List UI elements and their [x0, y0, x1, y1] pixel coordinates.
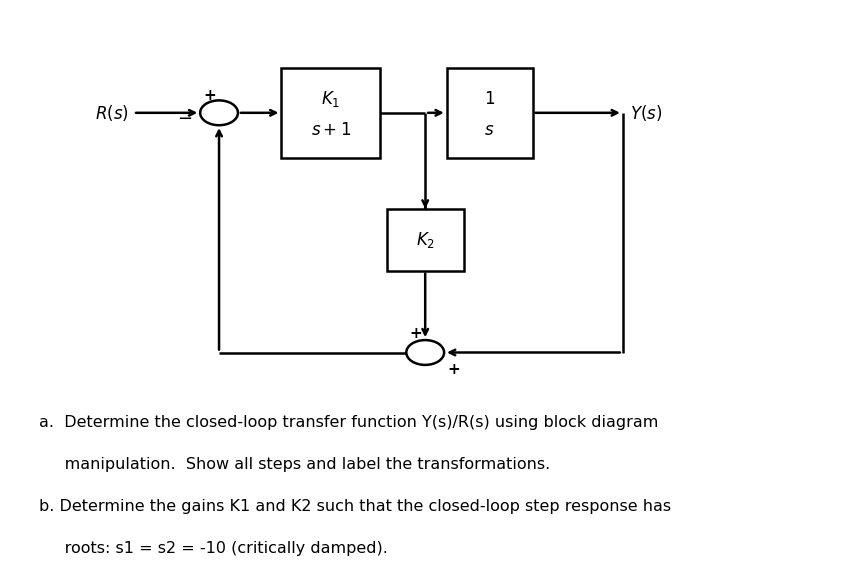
- Text: roots: s1 = s2 = -10 (critically damped).: roots: s1 = s2 = -10 (critically damped)…: [39, 541, 387, 557]
- Bar: [281, 68, 380, 158]
- Text: $s$: $s$: [484, 121, 495, 139]
- Text: $s+1$: $s+1$: [311, 121, 350, 139]
- Text: +: +: [410, 327, 422, 341]
- Text: $1$: $1$: [484, 90, 495, 108]
- Bar: [387, 209, 464, 271]
- Text: $K_1$: $K_1$: [321, 89, 340, 109]
- Bar: [447, 68, 533, 158]
- Text: b. Determine the gains K1 and K2 such that the closed-loop step response has: b. Determine the gains K1 and K2 such th…: [39, 499, 671, 514]
- Text: $R(s)$: $R(s)$: [95, 103, 129, 123]
- Text: $K_2$: $K_2$: [416, 230, 435, 250]
- Text: −: −: [178, 110, 192, 128]
- Text: $Y(s)$: $Y(s)$: [630, 103, 662, 123]
- Text: a.  Determine the closed-loop transfer function Y(s)/R(s) using block diagram: a. Determine the closed-loop transfer fu…: [39, 415, 658, 430]
- Text: manipulation.  Show all steps and label the transformations.: manipulation. Show all steps and label t…: [39, 457, 550, 472]
- Text: +: +: [204, 88, 216, 103]
- Text: +: +: [448, 363, 460, 377]
